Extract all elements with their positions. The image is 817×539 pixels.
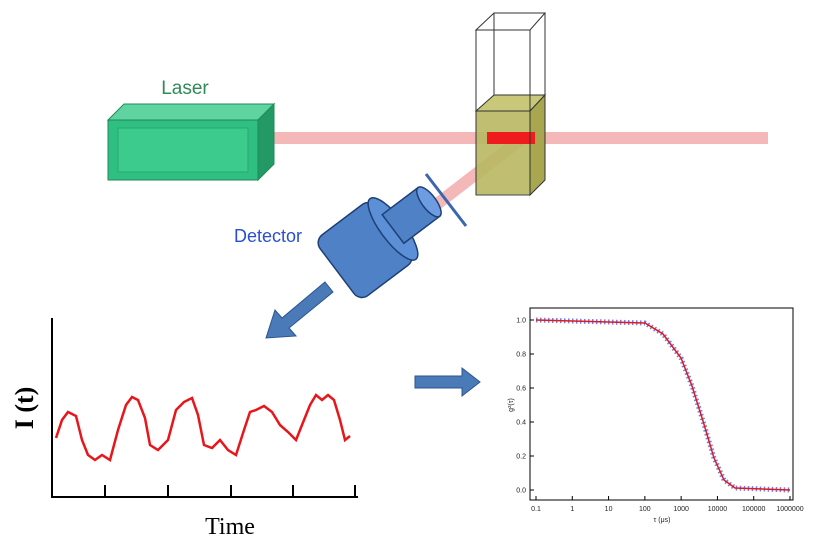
x-axis-label: τ (μs)	[654, 517, 671, 524]
x-tick-label: 1	[570, 506, 574, 513]
y-tick-label: 0.2	[516, 454, 526, 461]
x-axis-label: Time	[205, 514, 255, 539]
x-tick-label: 10000	[708, 506, 728, 513]
intensity-plot	[51, 318, 358, 498]
x-tick-label: 10	[605, 506, 613, 513]
x-tick-label: 100	[639, 506, 651, 513]
laser	[106, 102, 276, 182]
y-axis-label: I (t)	[10, 387, 39, 430]
cuvette	[474, 12, 547, 197]
y-axis-label: g²(τ)	[508, 398, 515, 412]
correlation-plot	[529, 307, 794, 501]
x-tick-label: 0.1	[531, 506, 541, 513]
detector-label: Detector	[234, 226, 302, 246]
y-tick-label: 0.6	[516, 386, 526, 393]
y-tick-label: 0.4	[516, 420, 526, 427]
polarizer	[424, 173, 468, 227]
y-tick-label: 0.0	[516, 488, 526, 495]
detector	[317, 186, 442, 299]
x-tick-label: 1000	[673, 506, 689, 513]
y-tick-label: 1.0	[516, 318, 526, 325]
laser-label: Laser	[161, 78, 209, 99]
arrow	[414, 366, 481, 398]
y-tick-label: 0.8	[516, 352, 526, 359]
x-tick-label: 100000	[742, 506, 765, 513]
arrow	[265, 281, 334, 339]
x-tick-label: 1000000	[776, 506, 803, 513]
